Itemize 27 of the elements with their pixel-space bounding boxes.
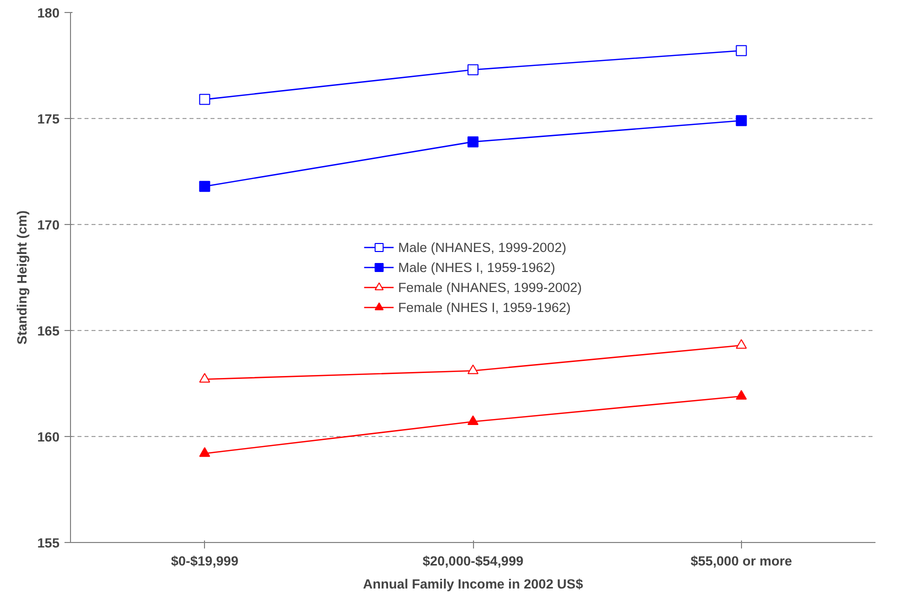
x-tick-label: $0-$19,999	[170, 554, 238, 568]
point	[199, 447, 210, 457]
point	[736, 339, 747, 349]
y-tick-label: 165	[37, 324, 60, 338]
point	[736, 390, 747, 400]
point	[736, 45, 747, 56]
point	[736, 115, 747, 126]
legend-label: Male (NHES I, 1959-1962)	[398, 260, 556, 274]
legend-label: Female (NHES I, 1959-1962)	[398, 300, 571, 314]
point	[468, 136, 478, 148]
y-tick-label: 180	[37, 6, 60, 20]
point	[468, 415, 478, 426]
point	[199, 94, 210, 105]
point	[468, 364, 478, 374]
y-tick-label: 155	[37, 536, 60, 550]
legend-label: Male (NHANES, 1999-2002)	[398, 240, 566, 254]
x-axis-title: Annual Family Income in 2002 US$	[363, 576, 584, 592]
y-tick-label: 170	[37, 218, 60, 232]
y-tick-label: 175	[37, 112, 60, 126]
y-axis-title: Standing Height (cm)	[14, 210, 30, 345]
x-tick-label: $20,000-$54,999	[422, 554, 524, 568]
point	[199, 180, 210, 192]
point	[199, 372, 210, 383]
point	[468, 64, 478, 76]
x-tick-label: $55,000 or more	[690, 554, 792, 568]
legend-label: Female (NHANES, 1999-2002)	[398, 280, 582, 294]
y-tick-label: 160	[37, 430, 60, 444]
